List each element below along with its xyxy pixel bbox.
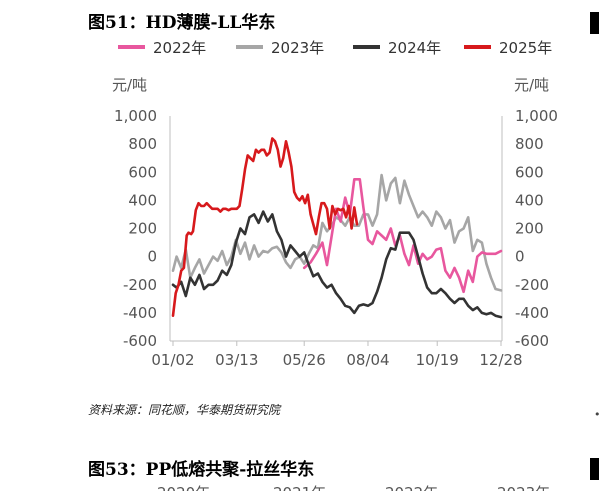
x-tick-label: 12/28 [479,351,522,369]
next-legend-label: 2020年 [157,484,210,491]
y-tick-label-left: 200 [128,220,157,238]
x-tick-label: 03/13 [215,351,258,369]
figure-title: 图51：HD薄膜-LL华东 [88,13,276,33]
y-tick-label-left: 400 [128,191,157,209]
left-axis-unit: 元/吨 [112,76,147,94]
next-figure-title: 图53：PP低熔共聚-拉丝华东 [88,460,315,480]
y-axis-right: -600 -400 -200 0 200 400 600 800 1,000 [515,107,558,350]
legend-label: 2025年 [499,39,552,57]
y-tick-label-right: 0 [515,248,525,266]
next-legend-label: 2021年 [273,484,326,491]
x-tick-label: 08/04 [346,351,389,369]
right-edge-mark: • [594,408,599,421]
source-note: 资料来源：同花顺，华泰期货研究院 [88,403,281,417]
next-legend-label: 2022年 [385,484,438,491]
y-tick-label-right: 200 [515,220,544,238]
y-tick-label-left: 1,000 [114,107,157,125]
y-tick-label-right: 400 [515,191,544,209]
y-tick-label-right: 800 [515,135,544,153]
right-axis-unit: 元/吨 [514,76,549,94]
y-tick-label-right: 600 [515,163,544,181]
chart-legend: 2022年 2023年 2024年 2025年 [118,39,552,57]
series-line-2022年 [302,178,503,294]
y-tick-label-right: 1,000 [515,107,558,125]
next-figure-legend: 2020年 2021年 2022年 2023年 [157,484,550,491]
x-tick-label: 05/26 [283,351,326,369]
y-tick-label-left: 0 [147,248,157,266]
series-line-2025年 [171,137,359,317]
x-tick-label: 10/19 [416,351,459,369]
x-axis: 01/02 03/13 05/26 08/04 10/19 12/28 [151,116,523,369]
right-panel-edge [590,12,599,34]
legend-label: 2023年 [271,39,324,57]
y-tick-label-right: -400 [515,304,549,322]
y-tick-label-right: -600 [515,332,549,350]
legend-label: 2022年 [153,39,206,57]
y-tick-label-left: -400 [123,304,157,322]
chart-series [171,137,503,319]
y-tick-label-right: -200 [515,276,549,294]
y-tick-label-left: 600 [128,163,157,181]
series-line-2023年 [171,173,503,292]
y-tick-label-left: -200 [123,276,157,294]
right-panel-edge-2 [590,458,599,480]
y-axis-left: -600 -400 -200 0 200 400 600 800 1,000 [114,107,157,350]
y-tick-label-left: 800 [128,135,157,153]
next-legend-label: 2023年 [497,484,550,491]
y-tick-label-left: -600 [123,332,157,350]
legend-label: 2024年 [388,39,441,57]
x-tick-label: 01/02 [151,351,194,369]
series-line-2024年 [171,210,503,319]
